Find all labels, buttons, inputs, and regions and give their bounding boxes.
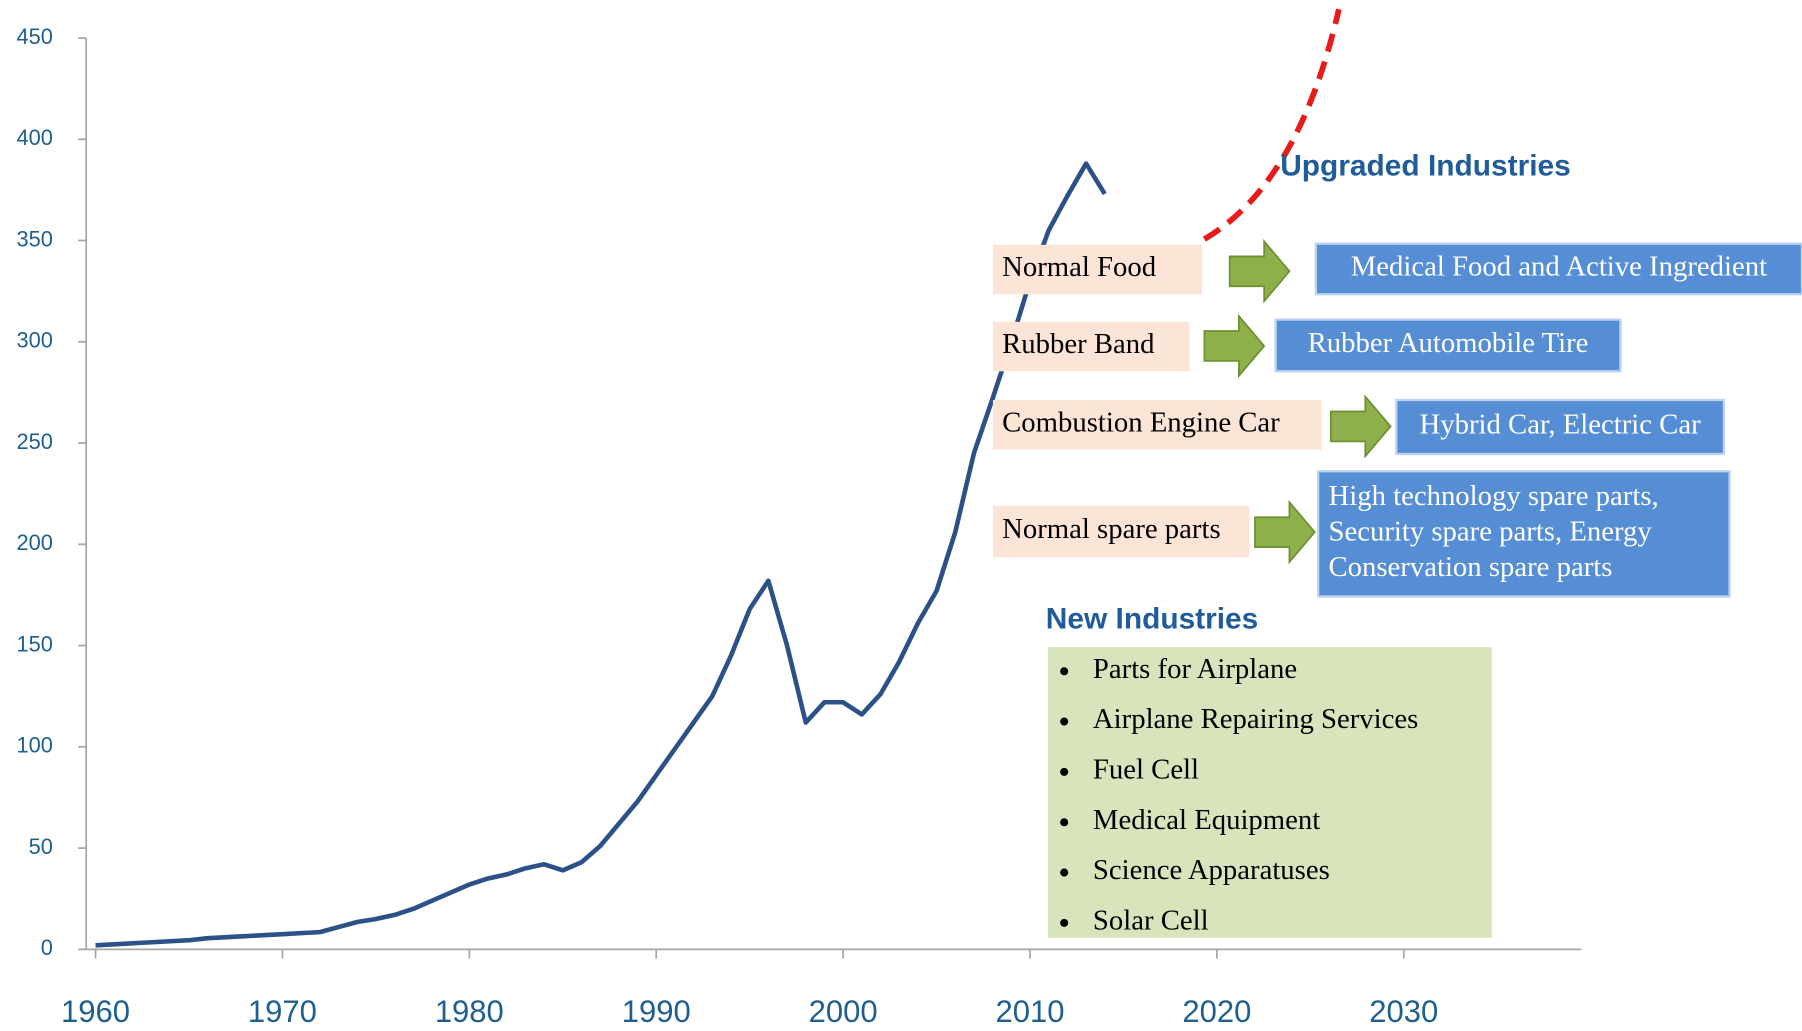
x-tick-label: 2010	[996, 994, 1065, 1029]
y-tick-label: 50	[29, 834, 53, 859]
to-label: Conservation spare parts	[1329, 551, 1613, 583]
x-tick-label: 2030	[1369, 994, 1438, 1029]
to-label: Medical Food and Active Ingredient	[1351, 251, 1767, 283]
y-tick-label: 200	[16, 530, 52, 555]
bullet	[1060, 667, 1069, 676]
y-tick-label: 300	[16, 328, 52, 353]
from-label: Combustion Engine Car	[1002, 406, 1280, 438]
new-item: Solar Cell	[1093, 904, 1209, 936]
new-item: Airplane Repairing Services	[1093, 703, 1418, 735]
upgraded-title: Upgraded Industries	[1280, 150, 1571, 183]
annotations: Upgraded Industries Normal Food Medical Fo…	[992, 150, 1802, 938]
to-label: Hybrid Car, Electric Car	[1420, 409, 1702, 441]
y-tick-label: 450	[16, 24, 52, 49]
new-item: Parts for Airplane	[1093, 653, 1297, 685]
bullet	[1060, 767, 1069, 776]
y-tick-label: 350	[16, 226, 52, 251]
y-tick-label: 400	[16, 125, 52, 150]
to-box	[1274, 318, 1622, 373]
new-item: Science Apparatuses	[1093, 854, 1330, 886]
y-tick-label: 150	[16, 631, 52, 656]
new-box	[1048, 647, 1492, 938]
to-box	[1317, 470, 1731, 598]
plot: 0 50 100 150 200 250 300 350 400 450 1960 1970 1980 1…	[16, 24, 1438, 1029]
bullet	[1060, 818, 1069, 827]
forecast-curve	[1202, 8, 1342, 242]
from-label: Normal spare parts	[1002, 513, 1221, 545]
y-tick-label: 0	[41, 935, 53, 960]
arrow	[1254, 499, 1316, 565]
new-item: Medical Equipment	[1093, 804, 1320, 836]
bullet	[1060, 717, 1069, 726]
to-label: Rubber Automobile Tire	[1308, 327, 1589, 359]
from-box	[992, 321, 1190, 372]
y-tick-label: 250	[16, 429, 52, 454]
from-label: Normal Food	[1002, 251, 1157, 283]
bullet	[1060, 918, 1069, 927]
from-box	[992, 244, 1203, 295]
arrow	[1329, 394, 1392, 459]
bullet	[1060, 868, 1069, 877]
new-item: Fuel Cell	[1093, 753, 1199, 785]
from-box	[992, 505, 1250, 558]
to-box	[1314, 242, 1802, 296]
x-tick-label: 1980	[435, 994, 504, 1029]
x-tick-label: 1960	[61, 994, 130, 1029]
x-tick-label: 2020	[1182, 994, 1251, 1029]
arrow	[1228, 239, 1291, 304]
to-box	[1395, 398, 1726, 456]
arrow	[1203, 313, 1266, 379]
data-line	[95, 161, 1107, 948]
from-label: Rubber Band	[1002, 328, 1155, 360]
x-tick-label: 1990	[622, 994, 691, 1029]
to-label: High technology spare parts,	[1329, 480, 1659, 512]
from-box	[992, 400, 1322, 450]
x-tick-label: 2000	[809, 994, 878, 1029]
to-label: Security spare parts, Energy	[1329, 515, 1653, 547]
new-title: New Industries	[1046, 603, 1259, 636]
x-tick-label: 1970	[248, 994, 317, 1029]
y-tick-label: 100	[16, 733, 52, 758]
